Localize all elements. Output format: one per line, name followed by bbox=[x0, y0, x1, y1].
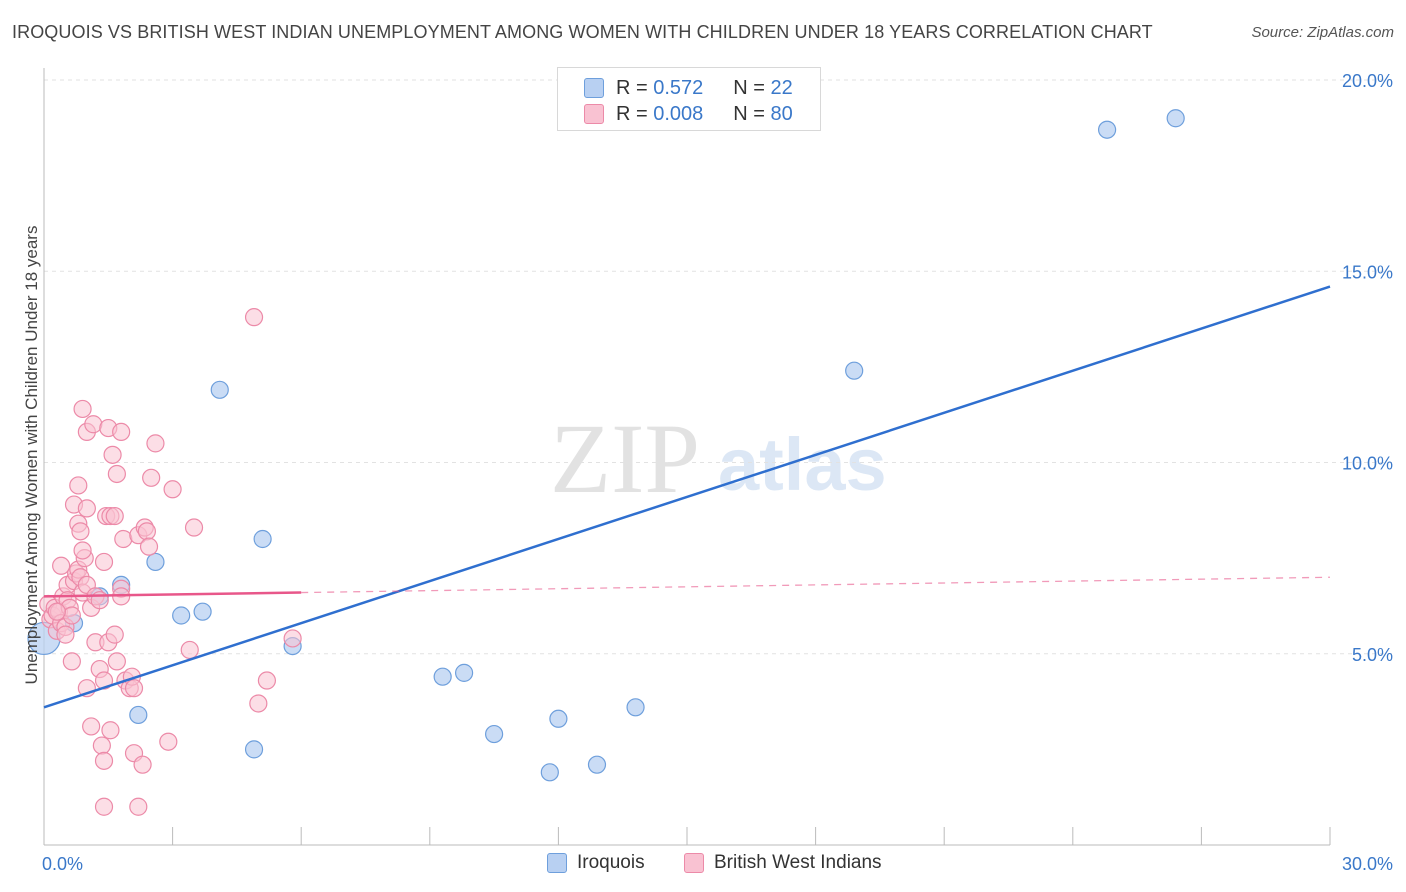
bwi-point bbox=[133, 755, 152, 774]
watermark-zip: ZIP bbox=[550, 403, 700, 514]
axes bbox=[43, 68, 1331, 846]
bwi-point bbox=[112, 422, 131, 441]
bwi-point bbox=[47, 602, 66, 621]
bwi-point bbox=[62, 652, 81, 671]
bwi-point bbox=[62, 606, 81, 625]
bwi-point bbox=[105, 625, 124, 644]
r-label: R = bbox=[616, 102, 654, 125]
bwi-point bbox=[283, 629, 302, 648]
bwi-legend-label: British West Indians bbox=[714, 852, 882, 873]
bwi-point bbox=[94, 552, 114, 572]
tick-labels: 5.0% 10.0% 15.0% 20.0% 0.0% 30.0% bbox=[42, 71, 1393, 874]
bwi-point bbox=[129, 797, 148, 816]
source-label: Source: ZipAtlas.com bbox=[1251, 24, 1394, 41]
legend-item-iroquois: Iroquois bbox=[547, 851, 645, 875]
bwi-point bbox=[101, 721, 120, 740]
n-value: 80 bbox=[770, 102, 793, 125]
bwi-swatch bbox=[584, 104, 604, 124]
watermark-atlas: atlas bbox=[718, 423, 887, 506]
y-tick-label: 10.0% bbox=[1342, 454, 1393, 474]
bwi-point bbox=[94, 797, 114, 816]
iroquois-point bbox=[210, 380, 229, 399]
data-points bbox=[27, 109, 1185, 816]
bwi-point bbox=[105, 506, 124, 526]
bwi-point bbox=[84, 415, 103, 434]
bwi-point bbox=[52, 556, 71, 575]
iroquois-point bbox=[146, 552, 165, 572]
x-tick-label: 0.0% bbox=[42, 854, 83, 874]
bwi-point bbox=[71, 522, 90, 541]
bwi-trend-extension bbox=[301, 576, 1331, 594]
bwi-point bbox=[142, 468, 161, 487]
iroquois-point bbox=[172, 606, 191, 625]
bwi-legend-swatch bbox=[684, 853, 704, 873]
iroquois-point bbox=[253, 529, 272, 549]
iroquois-point bbox=[587, 755, 607, 774]
bwi-point bbox=[56, 625, 75, 644]
y-axis-label: Unemployment Among Women with Children U… bbox=[22, 226, 41, 685]
bwi-point bbox=[139, 537, 159, 556]
n-label: N = bbox=[733, 102, 771, 125]
iroquois-point bbox=[626, 698, 645, 717]
bwi-point bbox=[73, 541, 92, 560]
bwi-point bbox=[94, 751, 114, 770]
correlation-legend: R = 0.572 N = 22 R = 0.008 N = 80 bbox=[557, 67, 821, 131]
bwi-point bbox=[103, 445, 122, 464]
iroquois-legend-swatch bbox=[547, 853, 567, 873]
iroquois-point bbox=[845, 361, 864, 380]
grid-lines bbox=[44, 79, 1392, 655]
bwi-point bbox=[124, 679, 144, 698]
bwi-point bbox=[184, 518, 204, 537]
iroquois-point bbox=[433, 667, 452, 686]
bwi-point bbox=[107, 464, 126, 484]
r-value: 0.572 bbox=[653, 76, 704, 99]
bwi-point bbox=[77, 499, 96, 518]
bwi-point bbox=[159, 732, 178, 751]
bwi-trend-line bbox=[43, 591, 302, 598]
r-value: 0.008 bbox=[653, 102, 704, 125]
bwi-point bbox=[137, 522, 156, 541]
chart-title: IROQUOIS VS BRITISH WEST INDIAN UNEMPLOY… bbox=[12, 22, 1153, 42]
bwi-point bbox=[249, 694, 268, 713]
legend-row-iroquois: R = 0.572 N = 22 bbox=[584, 76, 793, 100]
iroquois-point bbox=[454, 663, 474, 682]
bwi-point bbox=[82, 717, 101, 736]
bwi-point bbox=[107, 652, 126, 671]
bwi-point bbox=[114, 529, 133, 549]
bwi-point bbox=[146, 434, 165, 453]
bwi-point bbox=[257, 671, 277, 690]
iroquois-trend-line bbox=[43, 285, 1331, 709]
iroquois-point bbox=[193, 602, 212, 621]
iroquois-point bbox=[1166, 109, 1185, 128]
iroquois-point bbox=[1097, 120, 1117, 139]
legend-row-bwi: R = 0.008 N = 80 bbox=[584, 102, 793, 126]
bwi-point bbox=[69, 476, 88, 495]
iroquois-point bbox=[129, 705, 148, 725]
iroquois-point bbox=[244, 740, 264, 759]
iroquois-swatch bbox=[584, 78, 604, 98]
x-tick-label: 30.0% bbox=[1342, 854, 1393, 874]
bwi-point bbox=[92, 736, 111, 755]
legend-item-bwi: British West Indians bbox=[684, 851, 882, 875]
y-tick-label: 15.0% bbox=[1342, 262, 1393, 282]
bwi-point bbox=[94, 671, 114, 690]
y-tick-label: 5.0% bbox=[1352, 645, 1393, 665]
r-label: R = bbox=[616, 76, 654, 99]
trend-lines bbox=[43, 285, 1331, 709]
iroquois-point bbox=[485, 724, 504, 744]
n-value: 22 bbox=[770, 76, 793, 99]
bwi-point bbox=[244, 308, 264, 327]
bwi-point bbox=[73, 399, 92, 419]
iroquois-point bbox=[540, 763, 559, 782]
iroquois-point bbox=[549, 709, 568, 728]
n-label: N = bbox=[733, 76, 771, 99]
bwi-point bbox=[180, 640, 199, 660]
iroquois-legend-label: Iroquois bbox=[577, 852, 645, 873]
bwi-point bbox=[163, 480, 182, 499]
y-tick-label: 20.0% bbox=[1342, 71, 1393, 91]
